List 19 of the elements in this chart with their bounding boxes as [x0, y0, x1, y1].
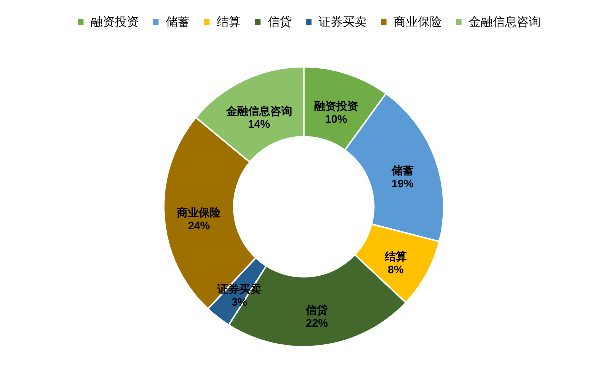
legend-label: 商业保险 — [394, 15, 442, 30]
legend-label: 储蓄 — [166, 15, 190, 30]
slice-label: 信贷 — [305, 304, 328, 318]
legend-label: 金融信息咨询 — [469, 15, 541, 30]
data-label: 24% — [188, 220, 210, 233]
data-label: 19% — [392, 178, 414, 190]
legend-label: 证券买卖 — [319, 15, 367, 30]
legend-label: 融资投资 — [91, 15, 139, 30]
data-label: 22% — [306, 318, 328, 330]
slice-label: 结算 — [384, 250, 408, 264]
slice-label: 商业保险 — [176, 206, 222, 220]
slice-label: 融资投资 — [314, 100, 358, 114]
legend-label: 信贷 — [268, 15, 292, 30]
slice-label: 储蓄 — [390, 164, 414, 178]
legend-label: 结算 — [217, 15, 241, 30]
data-label: 14% — [248, 118, 271, 131]
data-label: 8% — [388, 264, 404, 277]
data-label: 10% — [325, 114, 348, 126]
slice-label: 金融信息咨询 — [225, 104, 292, 118]
